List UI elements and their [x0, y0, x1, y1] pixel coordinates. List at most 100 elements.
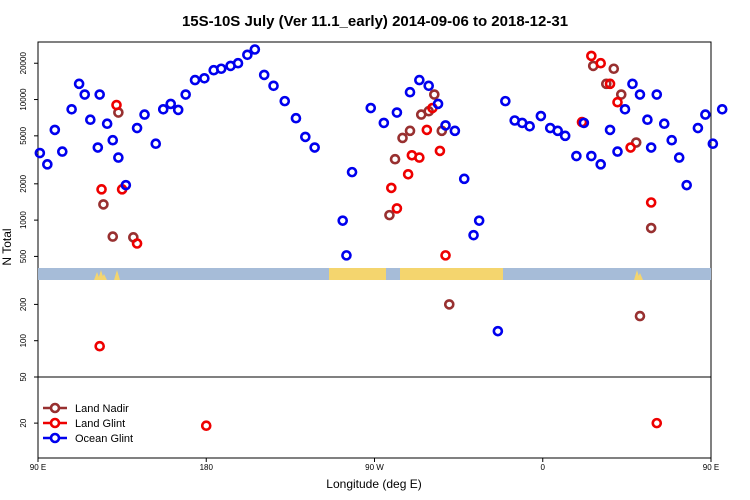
data-point — [258, 69, 270, 81]
x-tick-label: 90 E — [703, 463, 719, 472]
data-point — [440, 120, 451, 131]
data-point — [642, 114, 653, 126]
data-point — [199, 72, 210, 84]
data-point — [440, 250, 451, 261]
data-point — [346, 166, 358, 178]
data-point — [500, 95, 511, 107]
data-point — [595, 57, 607, 69]
data-point — [165, 98, 177, 110]
y-tick-label: 50 — [19, 372, 28, 381]
y-tick-label: 200 — [19, 297, 28, 311]
data-point — [111, 99, 122, 111]
data-point — [279, 95, 291, 107]
y-tick-label: 20000 — [19, 52, 28, 75]
y-tick-label: 1000 — [19, 211, 28, 229]
data-point — [423, 80, 435, 92]
data-point — [578, 117, 590, 129]
y-tick-label: 100 — [19, 333, 28, 347]
data-point — [535, 110, 547, 122]
data-point — [57, 146, 68, 157]
legend: Land Nadir Land Glint Ocean Glint — [43, 402, 133, 445]
x-tick-label: 90 W — [365, 463, 384, 472]
data-point — [524, 120, 535, 132]
series-land-nadir — [98, 60, 657, 322]
data-point — [586, 50, 597, 62]
data-point — [692, 122, 704, 134]
y-axis-title: N Total — [0, 228, 14, 265]
data-point — [200, 420, 212, 431]
data-point — [92, 142, 104, 153]
data-point — [85, 114, 96, 126]
series-land-glint — [94, 50, 663, 431]
data-point — [391, 107, 403, 118]
data-point — [309, 142, 320, 153]
data-point — [468, 229, 479, 241]
data-point — [249, 44, 261, 55]
data-point — [101, 118, 113, 130]
data-point — [120, 179, 132, 191]
data-point — [389, 153, 401, 165]
data-point — [242, 49, 253, 61]
data-point — [98, 199, 109, 210]
data-point — [404, 86, 416, 98]
data-point — [96, 184, 107, 195]
land-segment — [94, 272, 100, 280]
data-point — [42, 159, 53, 170]
data-point — [429, 89, 440, 100]
data-point — [107, 231, 119, 242]
data-point — [180, 89, 191, 100]
data-point — [681, 179, 692, 191]
x-tick-label: 90 E — [30, 463, 46, 472]
data-point — [384, 209, 395, 221]
series-ocean-glint — [34, 44, 728, 337]
data-point — [337, 215, 349, 226]
legend-marker — [49, 432, 61, 444]
data-point — [232, 57, 244, 69]
data-point — [49, 124, 61, 136]
data-point — [707, 138, 719, 150]
data-point — [601, 78, 612, 90]
land-segment — [114, 270, 120, 280]
data-point — [94, 340, 105, 352]
land-segment — [400, 268, 503, 280]
data-point — [34, 147, 46, 159]
data-point — [414, 152, 425, 163]
data-point — [595, 159, 607, 170]
y-tick-label: 20 — [19, 418, 28, 427]
data-point — [290, 112, 302, 124]
data-point — [404, 125, 416, 137]
data-point — [586, 150, 597, 162]
data-point — [673, 152, 685, 163]
data-point — [215, 63, 227, 75]
data-point — [651, 89, 663, 100]
data-point — [634, 89, 646, 100]
data-point — [492, 325, 504, 337]
y-tick-label: 10000 — [19, 88, 28, 111]
data-point — [552, 125, 564, 137]
data-point — [604, 124, 616, 136]
land-mask-band — [38, 268, 711, 280]
data-point — [619, 103, 631, 115]
data-point — [172, 104, 184, 116]
legend-label: Land Nadir — [75, 403, 129, 415]
data-point — [421, 124, 433, 136]
data-point — [157, 103, 169, 115]
land-segment — [637, 273, 643, 280]
land-segment — [101, 274, 107, 280]
data-point — [716, 103, 728, 115]
data-point — [658, 118, 670, 130]
data-point — [107, 134, 119, 146]
data-point — [608, 63, 620, 75]
data-point — [150, 138, 162, 150]
data-point — [645, 142, 657, 153]
land-segment — [329, 268, 386, 280]
data-point — [66, 103, 77, 115]
data-point — [131, 122, 143, 134]
data-point — [432, 98, 444, 110]
legend-label: Land Glint — [75, 418, 125, 430]
data-point — [434, 145, 446, 157]
data-point — [449, 125, 461, 137]
data-point — [268, 80, 279, 92]
data-point — [73, 78, 85, 90]
data-point — [94, 89, 105, 100]
